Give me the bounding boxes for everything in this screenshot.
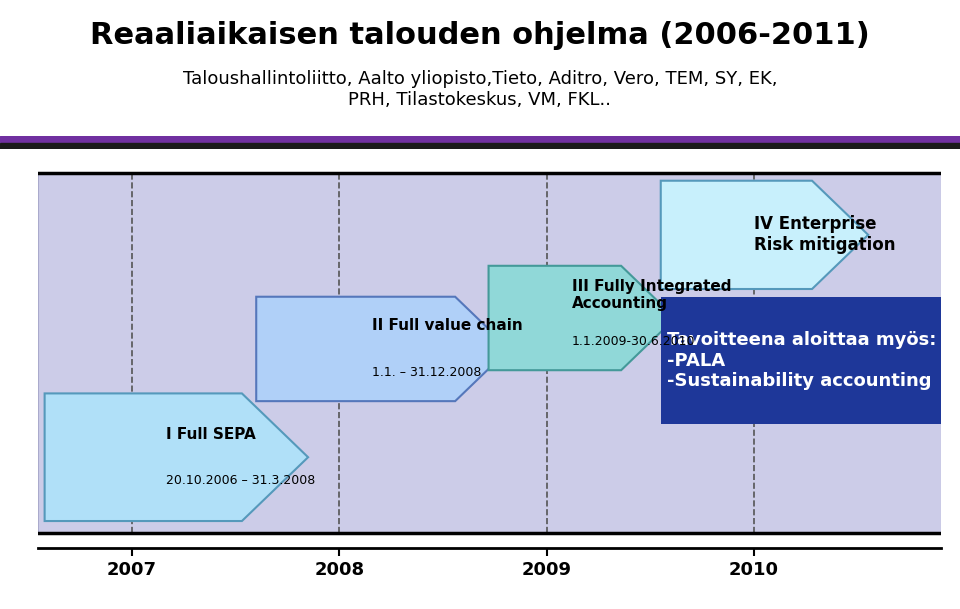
FancyBboxPatch shape	[38, 173, 941, 533]
Text: Reaaliaikaisen talouden ohjelma (2006-2011): Reaaliaikaisen talouden ohjelma (2006-20…	[90, 21, 870, 51]
Polygon shape	[660, 181, 868, 289]
Polygon shape	[44, 393, 308, 521]
Polygon shape	[256, 297, 510, 401]
Text: II Full value chain: II Full value chain	[372, 319, 523, 333]
Text: Tavoitteena aloittaa myös:
-PALA
-Sustainability accounting: Tavoitteena aloittaa myös: -PALA -Sustai…	[667, 331, 936, 390]
Text: I Full SEPA: I Full SEPA	[166, 426, 255, 442]
Bar	[0, 143, 960, 149]
Text: Taloushallintoliitto, Aalto yliopisto,Tieto, Aditro, Vero, TEM, SY, EK,
PRH, Til: Taloushallintoliitto, Aalto yliopisto,Ti…	[182, 70, 778, 109]
Text: 20.10.2006 – 31.3.2008: 20.10.2006 – 31.3.2008	[166, 474, 315, 487]
FancyBboxPatch shape	[660, 297, 941, 424]
Text: III Fully Integrated
Accounting: III Fully Integrated Accounting	[571, 278, 732, 311]
Polygon shape	[489, 266, 675, 370]
Text: 1.1. – 31.12.2008: 1.1. – 31.12.2008	[372, 365, 482, 379]
Text: 1.1.2009-30.6.2010: 1.1.2009-30.6.2010	[571, 335, 695, 348]
Bar	[0, 136, 960, 142]
Text: IV Enterprise
Risk mitigation: IV Enterprise Risk mitigation	[755, 216, 896, 255]
